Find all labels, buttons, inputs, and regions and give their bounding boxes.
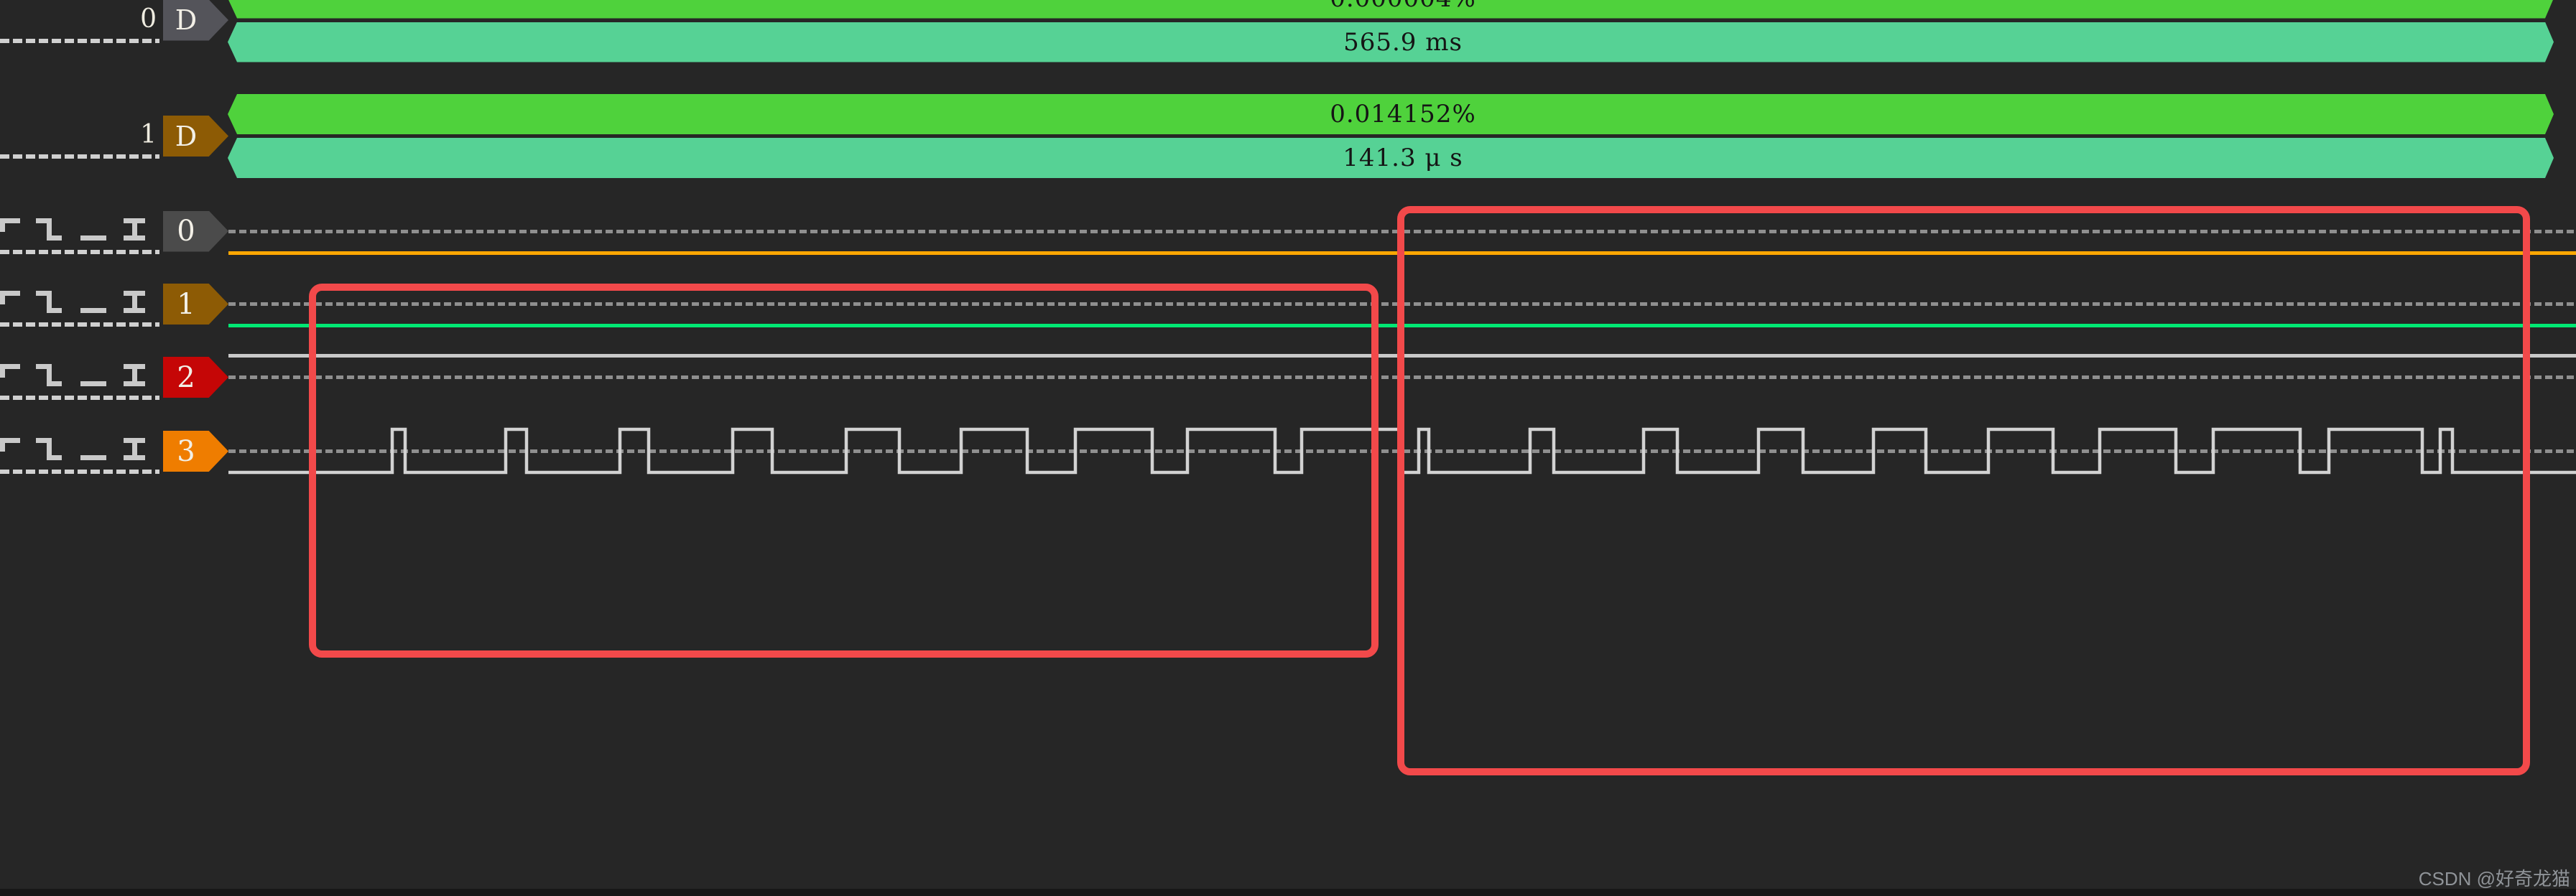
measurement-duty-bar: 0.014152% xyxy=(228,94,2554,134)
measurement-duration-value: 141.3 μ s xyxy=(1343,144,1463,172)
bottom-border-strip xyxy=(0,889,2576,896)
baseline-dash xyxy=(0,38,159,43)
measurement-number: 0 xyxy=(140,4,157,34)
falling-edge-icon[interactable] xyxy=(36,364,62,386)
baseline-dash xyxy=(0,470,159,474)
measurement-duration-value: 565.9 ms xyxy=(1343,27,1463,57)
channel-flag[interactable]: 0 xyxy=(163,210,228,252)
baseline-dash xyxy=(0,249,159,254)
measurement-number: 1 xyxy=(140,120,157,149)
low-level-icon[interactable] xyxy=(80,235,106,241)
channel-number: 0 xyxy=(177,215,195,248)
baseline-dash xyxy=(0,154,159,159)
falling-edge-icon[interactable] xyxy=(36,438,62,460)
measurement-flag-label: D xyxy=(175,120,198,152)
falling-edge-icon[interactable] xyxy=(36,291,62,313)
watermark: CSDN @好奇龙猫 xyxy=(2418,868,2570,890)
channel-number: 2 xyxy=(177,360,195,394)
measurement-flag-label: D xyxy=(175,4,198,36)
baseline-dash xyxy=(0,322,159,327)
trigger-icon-strip xyxy=(0,438,145,460)
high-level-icon[interactable] xyxy=(0,438,20,452)
measurement-flag[interactable]: D xyxy=(163,116,228,157)
high-level-icon[interactable] xyxy=(0,218,20,232)
either-edge-icon[interactable] xyxy=(124,218,145,241)
channel-flag[interactable]: 1 xyxy=(163,284,228,325)
trigger-icon-strip xyxy=(0,218,145,241)
measurement-duration-bar: 141.3 μ s xyxy=(228,138,2554,178)
high-level-icon[interactable] xyxy=(0,291,20,304)
low-level-icon[interactable] xyxy=(80,455,106,460)
either-edge-icon[interactable] xyxy=(124,291,145,313)
high-level-icon[interactable] xyxy=(0,364,20,378)
channel-flag[interactable]: 3 xyxy=(163,431,228,472)
channel-flag[interactable]: 2 xyxy=(163,357,228,398)
baseline-dash xyxy=(0,396,159,400)
channel-number: 3 xyxy=(177,434,195,468)
falling-edge-icon[interactable] xyxy=(36,218,62,241)
low-level-icon[interactable] xyxy=(80,308,106,313)
measurement-flag[interactable]: D xyxy=(163,0,228,41)
pwm-trace xyxy=(228,427,2576,475)
measurement-duty-value: 0.000004% xyxy=(1305,0,1476,13)
either-edge-icon[interactable] xyxy=(124,438,145,460)
measurement-duty-value: 0.014152% xyxy=(1330,100,1476,129)
annotation-rectangle xyxy=(1397,206,2530,775)
trigger-icon-strip xyxy=(0,364,145,386)
channel-number: 1 xyxy=(177,287,195,321)
either-edge-icon[interactable] xyxy=(124,364,145,386)
measurement-duration-bar: 565.9 ms xyxy=(228,22,2554,62)
trigger-icon-strip xyxy=(0,291,145,313)
annotation-rectangle xyxy=(309,284,1379,658)
measurement-duty-bar: 0.000004% xyxy=(228,0,2554,19)
low-level-icon[interactable] xyxy=(80,381,106,386)
channel-3-waveform xyxy=(228,427,2576,475)
